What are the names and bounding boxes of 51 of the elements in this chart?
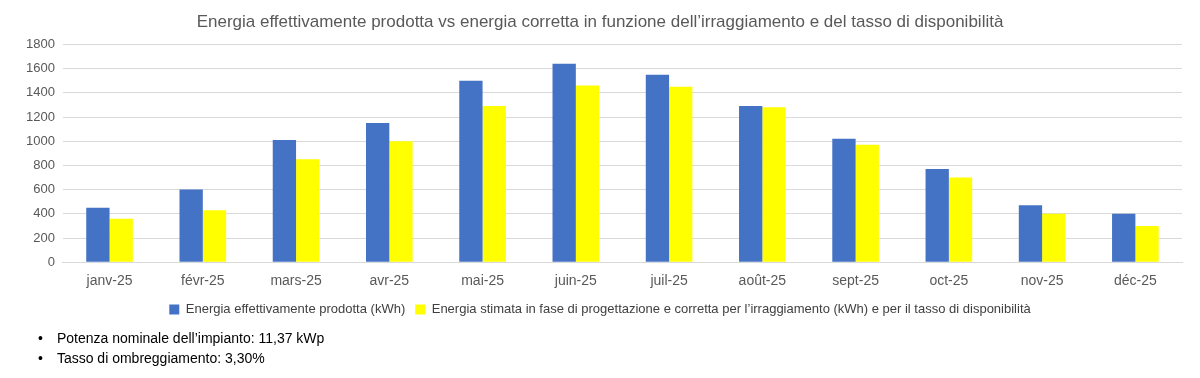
bar [575,85,600,262]
x-tick-label: nov-25 [1020,272,1064,289]
bar [645,74,670,262]
y-tick-label: 1000 [26,132,55,148]
y-tick-label: 1800 [26,35,55,51]
x-tick-label: janv-25 [85,272,133,289]
y-tick-label: 1400 [26,84,55,100]
x-tick-label: août-25 [738,272,787,289]
bar [482,106,506,262]
y-tick-label: 1200 [26,108,55,124]
y-tick-label: 1600 [26,60,55,76]
chart-title: Energia effettivamente prodotta vs energia corretta in funzione dell’irraggiamento e del tasso di disponibilità [196,11,1004,31]
bar [925,169,949,262]
bar [739,106,763,262]
legend-label: Energia stimata in fase di progettazione e corretta per l’irraggiamento (kWh) e per il tasso di disponibilità [431,301,1032,317]
bar [669,86,693,262]
x-tick-label: juil-25 [649,272,688,289]
x-tick-label: sept-25 [832,272,880,289]
text: • Potenza nominale dell’impianto: 11,37 kWp [38,329,326,348]
x-tick-label: déc-25 [1113,272,1157,289]
text: • Tasso di ombreggiamento: 3,30% [38,349,266,368]
bar [832,138,856,262]
y-tick-label: 400 [33,205,55,221]
bar [296,159,320,262]
y-tick-label: 600 [33,181,55,197]
bar [109,218,133,262]
bar [948,177,973,262]
bar [202,210,227,262]
bar [855,144,879,262]
bar [366,123,390,262]
bar [459,80,483,262]
x-tick-label: avr-25 [369,272,410,289]
bar [552,63,576,262]
bar [1135,225,1159,262]
bar [179,189,203,262]
bar [762,107,786,262]
x-tick-label: oct-25 [929,272,969,289]
y-tick-label: 200 [33,229,55,245]
y-tick-label: 0 [47,253,55,269]
bar [86,207,110,262]
bar [1112,213,1136,262]
bar [272,139,297,262]
bar [389,141,413,262]
x-tick-label: févr-25 [181,272,225,289]
x-tick-label: mai-25 [461,272,505,289]
bar [1018,205,1043,262]
x-tick-label: mars-25 [270,272,322,289]
x-tick-label: juin-25 [553,272,598,289]
legend-label: Energia effettivamente prodotta (kWh) [185,301,406,317]
y-tick-label: 800 [33,156,55,172]
bar [1042,213,1066,262]
